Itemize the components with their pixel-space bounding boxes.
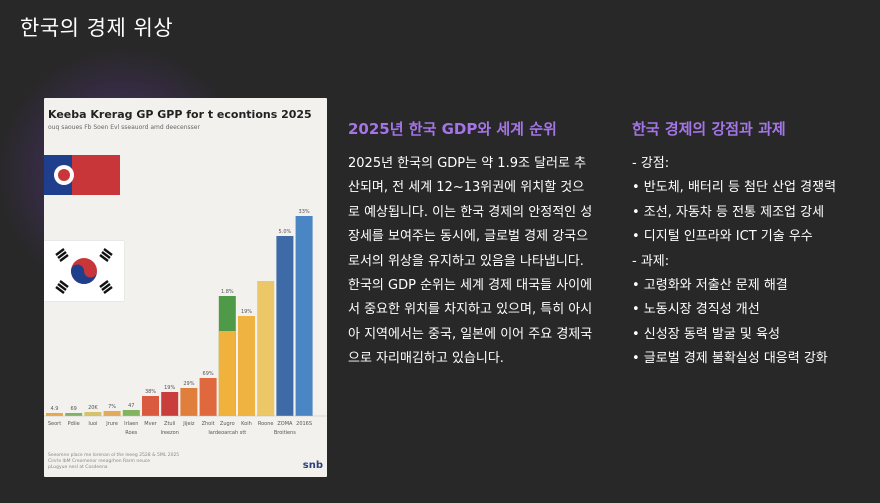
chart-value-label: 47 — [128, 403, 134, 409]
strengths-section: 한국 경제의 강점과 과제 - 강점: • 반도체, 배터리 등 첨단 산업 경… — [632, 118, 872, 372]
image-logo: snb — [302, 460, 323, 471]
chart-category-label: Pdiie — [68, 421, 80, 427]
gdp-rank-body: 2025년 한국의 GDP는 약 1.9조 달러로 추산되며, 전 세계 12~… — [348, 156, 593, 367]
chart-value-label: 7% — [108, 404, 116, 410]
chart-value-label: 19% — [241, 309, 252, 315]
bar-chart: 4.9 Seort 69 Pdiie 20K Iuoi 7% Jrure 47 Irlaen Roe… — [44, 209, 327, 436]
chart-value-label: 38% — [145, 389, 156, 395]
strengths-list: - 강점: • 반도체, 배터리 등 첨단 산업 경쟁력 • 조선, 자동차 등… — [632, 152, 872, 372]
chart-category-label: Seort — [48, 421, 61, 427]
list-item: • 조선, 자동차 등 전통 제조업 강세 — [632, 204, 825, 220]
list-item: - 과제: — [632, 253, 670, 269]
chart-category-label: Koih — [241, 421, 252, 427]
flag-banner-icon — [44, 155, 120, 195]
list-item: • 고령화와 저출산 문제 해결 — [632, 278, 788, 294]
list-item: • 디지털 인프라와 ICT 기술 우수 — [632, 229, 813, 245]
list-item: • 노동시장 경직성 개선 — [632, 302, 760, 318]
chart-category-label: Iuoi — [88, 421, 97, 427]
chart-value-label: 4.9 — [51, 406, 59, 412]
chart-category-label: Mver — [144, 421, 157, 427]
chart-bar — [238, 316, 255, 416]
chart-bar — [257, 281, 275, 416]
chart-bar — [199, 378, 217, 416]
chart-bar — [103, 411, 121, 416]
chart-bar — [84, 412, 102, 416]
chart-category-label: Ztuli — [164, 421, 175, 427]
chart-value-label: 69% — [203, 371, 214, 377]
chart-category-label: 2016S — [296, 421, 312, 427]
chart-category-label: Zugro — [220, 421, 235, 427]
image-title: Keeba Krerag GP GPP for t econtions 2025 — [48, 108, 312, 121]
chart-category-label: Roone — [258, 421, 274, 427]
slide-title: 한국의 경제 위상 — [20, 16, 174, 40]
gdp-chart-image: Keeba Krerag GP GPP for t econtions 2025… — [44, 98, 327, 477]
chart-bar-segment — [218, 331, 236, 416]
chart-category-sublabel: Broitiens — [274, 430, 296, 436]
chart-category-label: Irlaen — [124, 421, 138, 427]
gdp-rank-heading: 2025년 한국 GDP와 세계 순위 — [348, 120, 557, 138]
chart-bar — [276, 236, 294, 416]
chart-value-label: 69 — [71, 406, 77, 412]
strengths-heading: 한국 경제의 강점과 과제 — [632, 120, 786, 138]
chart-category-sublabel: Iardeoarcah stt — [208, 430, 246, 436]
list-item: • 글로벌 경제 불확실성 대응력 강화 — [632, 351, 828, 367]
chart-category-label: ZOMA — [277, 421, 293, 427]
chart-bar — [142, 396, 159, 416]
chart-category-sublabel: Roes — [125, 430, 137, 436]
chart-value-label: 1.8% — [221, 289, 234, 295]
chart-bar — [295, 216, 313, 416]
chart-value-label: 20K — [88, 405, 98, 411]
chart-value-label: 19% — [164, 385, 175, 391]
chart-category-sublabel: Ireezon — [160, 430, 178, 436]
chart-bar — [122, 410, 140, 416]
chart-category-label: Jrure — [105, 421, 118, 427]
korea-flag-icon — [44, 241, 124, 301]
image-footnote: Seeomne place me lorenan ol the leeeg 25… — [48, 453, 180, 470]
list-item: • 반도체, 배터리 등 첨단 산업 경쟁력 — [632, 180, 837, 196]
chart-bar — [46, 413, 63, 416]
gdp-rank-section: 2025년 한국 GDP와 세계 순위 2025년 한국의 GDP는 약 1.9… — [348, 118, 593, 372]
chart-bar — [65, 413, 83, 416]
chart-bar — [180, 388, 198, 416]
image-subtitle: ouq saoues Fb Soen Evl sseauord amd deec… — [48, 124, 200, 131]
chart-value-label: 5.0% — [279, 229, 292, 235]
chart-category-label: Zhoit — [202, 421, 215, 427]
list-item: • 신성장 동력 발굴 및 육성 — [632, 326, 780, 342]
chart-value-label: 29% — [183, 381, 194, 387]
chart-category-label: Jijeiz — [182, 421, 195, 427]
chart-bar — [161, 392, 179, 416]
list-item: - 강점: — [632, 156, 670, 171]
chart-value-label: 33% — [299, 209, 310, 215]
